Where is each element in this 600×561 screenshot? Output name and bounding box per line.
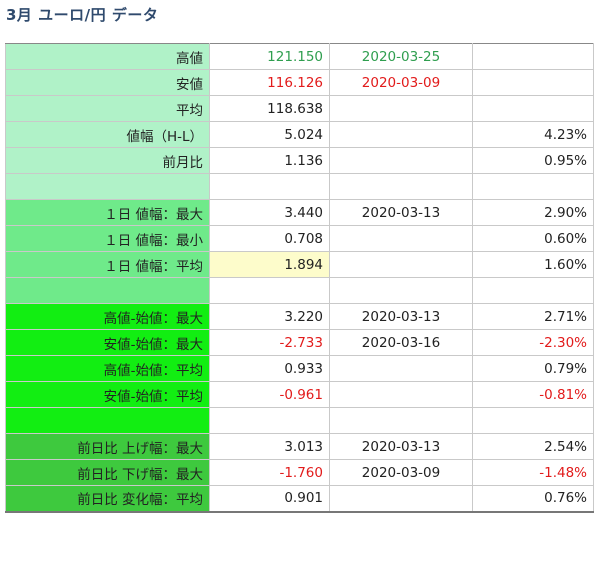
table-row: 高値 121.150 2020-03-25 <box>5 43 594 70</box>
row-date <box>329 251 473 278</box>
row-label: 高値-始値：最大 <box>5 303 210 330</box>
row-date: 2020-03-09 <box>329 459 473 486</box>
row-date: 2020-03-13 <box>329 303 473 330</box>
row-date: 2020-03-13 <box>329 199 473 226</box>
row-percent: 2.71% <box>472 303 594 330</box>
table-row: １日 値幅：平均 1.894 1.60% <box>5 251 594 278</box>
stats-table-body: 高値 121.150 2020-03-25 安値 116.126 2020-03-09 平均… <box>5 43 594 513</box>
row-label: 前日比 変化幅：平均 <box>5 485 210 513</box>
page-title: 3月 ユーロ/円 データ <box>6 6 159 24</box>
row-date: 2020-03-13 <box>329 433 473 460</box>
row-label: 安値 <box>5 69 210 96</box>
row-date <box>329 381 473 408</box>
row-percent: -2.30% <box>472 329 594 356</box>
row-label: 前日比 上げ幅：最大 <box>5 433 210 460</box>
row-label: 安値-始値：最大 <box>5 329 210 356</box>
row-value: 3.220 <box>209 303 330 330</box>
row-percent <box>472 277 594 304</box>
row-percent: 4.23% <box>472 121 594 148</box>
row-percent <box>472 69 594 96</box>
row-label: 値幅（H-L） <box>5 121 210 148</box>
table-row: 前日比 変化幅：平均 0.901 0.76% <box>5 485 594 513</box>
row-label <box>5 173 210 200</box>
row-date <box>329 355 473 382</box>
row-percent: -1.48% <box>472 459 594 486</box>
stats-table: 高値 121.150 2020-03-25 安値 116.126 2020-03-09 平均… <box>5 43 594 513</box>
row-date <box>329 95 473 122</box>
row-label: 平均 <box>5 95 210 122</box>
row-label: 高値 <box>5 43 210 70</box>
row-value: 116.126 <box>209 69 330 96</box>
table-row <box>5 407 594 434</box>
table-row: 高値-始値：最大 3.220 2020-03-13 2.71% <box>5 303 594 330</box>
row-date: 2020-03-25 <box>329 43 473 70</box>
row-value: 0.933 <box>209 355 330 382</box>
row-date <box>329 173 473 200</box>
table-row: 値幅（H-L） 5.024 4.23% <box>5 121 594 148</box>
row-percent <box>472 407 594 434</box>
row-date <box>329 407 473 434</box>
table-row <box>5 173 594 200</box>
row-label: １日 値幅：最小 <box>5 225 210 252</box>
row-percent: 0.76% <box>472 485 594 513</box>
row-date: 2020-03-16 <box>329 329 473 356</box>
row-date <box>329 121 473 148</box>
table-row: １日 値幅：最小 0.708 0.60% <box>5 225 594 252</box>
row-date <box>329 147 473 174</box>
row-percent: 1.60% <box>472 251 594 278</box>
row-label: 前月比 <box>5 147 210 174</box>
row-value: 3.440 <box>209 199 330 226</box>
table-row: 前月比 1.136 0.95% <box>5 147 594 174</box>
row-percent <box>472 173 594 200</box>
row-value: -0.961 <box>209 381 330 408</box>
table-row <box>5 277 594 304</box>
row-percent: 0.79% <box>472 355 594 382</box>
row-percent <box>472 43 594 70</box>
row-value: 3.013 <box>209 433 330 460</box>
row-percent: 0.95% <box>472 147 594 174</box>
row-date: 2020-03-09 <box>329 69 473 96</box>
row-value: 1.894 <box>209 251 330 278</box>
row-label: １日 値幅：平均 <box>5 251 210 278</box>
table-row: 前日比 下げ幅：最大 -1.760 2020-03-09 -1.48% <box>5 459 594 486</box>
row-label: 安値-始値：平均 <box>5 381 210 408</box>
row-value: -2.733 <box>209 329 330 356</box>
table-row: 安値 116.126 2020-03-09 <box>5 69 594 96</box>
table-row: １日 値幅：最大 3.440 2020-03-13 2.90% <box>5 199 594 226</box>
row-value <box>209 277 330 304</box>
row-value: 0.901 <box>209 485 330 513</box>
row-value: -1.760 <box>209 459 330 486</box>
table-row: 安値-始値：最大 -2.733 2020-03-16 -2.30% <box>5 329 594 356</box>
row-percent: 0.60% <box>472 225 594 252</box>
row-value: 5.024 <box>209 121 330 148</box>
row-percent: 2.90% <box>472 199 594 226</box>
row-value: 121.150 <box>209 43 330 70</box>
row-value: 0.708 <box>209 225 330 252</box>
row-value: 118.638 <box>209 95 330 122</box>
row-label: １日 値幅：最大 <box>5 199 210 226</box>
table-row: 平均 118.638 <box>5 95 594 122</box>
table-row: 高値-始値：平均 0.933 0.79% <box>5 355 594 382</box>
row-value <box>209 407 330 434</box>
row-label: 高値-始値：平均 <box>5 355 210 382</box>
row-label <box>5 407 210 434</box>
row-percent: -0.81% <box>472 381 594 408</box>
row-label <box>5 277 210 304</box>
row-percent <box>472 95 594 122</box>
row-date <box>329 277 473 304</box>
row-label: 前日比 下げ幅：最大 <box>5 459 210 486</box>
row-date <box>329 485 473 513</box>
row-value <box>209 173 330 200</box>
table-row: 前日比 上げ幅：最大 3.013 2020-03-13 2.54% <box>5 433 594 460</box>
row-percent: 2.54% <box>472 433 594 460</box>
table-row: 安値-始値：平均 -0.961 -0.81% <box>5 381 594 408</box>
row-value: 1.136 <box>209 147 330 174</box>
row-date <box>329 225 473 252</box>
